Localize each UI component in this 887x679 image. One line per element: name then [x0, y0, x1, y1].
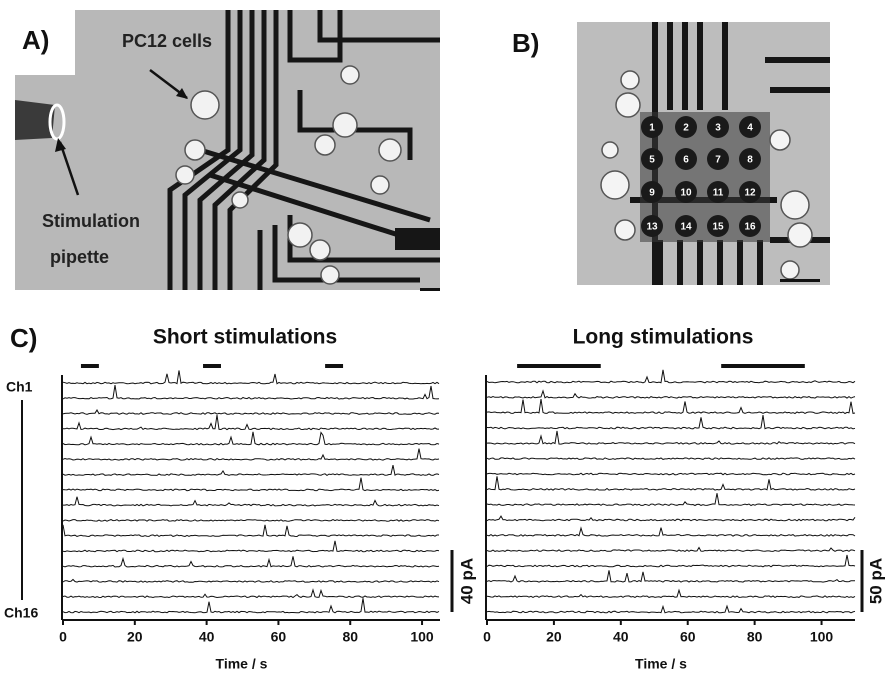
electrode: [739, 181, 761, 203]
x-tick-label: 100: [810, 629, 834, 645]
x-tick-label: 40: [613, 629, 629, 645]
electrode-label: 14: [680, 222, 692, 233]
electrode: [641, 215, 663, 237]
trace: [62, 370, 440, 385]
trace: [486, 476, 856, 491]
panel-label: C): [10, 323, 37, 353]
trace: [486, 472, 856, 476]
x-tick-label: 0: [483, 629, 491, 645]
x-tick-label: 100: [410, 629, 434, 645]
electrode: [675, 116, 697, 138]
panel-label: A): [22, 25, 49, 55]
trace: [62, 385, 440, 400]
electrode: [675, 215, 697, 237]
electrode-label: 4: [747, 123, 753, 134]
trace: [62, 524, 439, 538]
electrode: [739, 148, 761, 170]
trace: [62, 540, 440, 553]
annotation: Stimulation: [42, 211, 140, 231]
x-tick-label: 60: [271, 629, 287, 645]
trace: [486, 526, 856, 537]
x-axis-label: Time / s: [216, 656, 268, 672]
trace: [62, 519, 440, 522]
channel-label: Ch1: [6, 379, 33, 395]
trace: [62, 588, 440, 599]
electrode-label: 15: [712, 222, 724, 233]
trace: [486, 369, 856, 384]
electrode: [707, 215, 729, 237]
x-tick-label: 80: [342, 629, 358, 645]
annotation: pipette: [50, 247, 109, 267]
electrode-label: 16: [744, 222, 756, 233]
trace: [62, 598, 440, 614]
x-tick-label: 20: [127, 629, 143, 645]
electrode-label: 10: [680, 188, 692, 199]
trace: [486, 604, 856, 614]
x-tick-label: 80: [747, 629, 763, 645]
trace: [486, 389, 856, 399]
electrode-label: 13: [646, 222, 658, 233]
trace: [62, 409, 440, 415]
trace: [62, 578, 440, 583]
trace: [62, 431, 440, 446]
electrode-label: 2: [683, 123, 689, 134]
electrode-label: 5: [649, 155, 655, 166]
panel-label: B): [512, 28, 539, 58]
electrode: [675, 148, 697, 170]
channel-label: Ch16: [4, 605, 38, 621]
electrode-label: 9: [649, 188, 655, 199]
electrode: [739, 215, 761, 237]
trace: [486, 546, 856, 552]
x-tick-label: 0: [59, 629, 67, 645]
electrode: [641, 148, 663, 170]
electrode-label: 8: [747, 155, 753, 166]
trace: [486, 570, 856, 583]
trace: [486, 415, 856, 430]
trace: [486, 430, 856, 445]
electrode-label: 3: [715, 123, 721, 134]
electrode: [707, 148, 729, 170]
trace: [486, 515, 856, 522]
electrode: [739, 116, 761, 138]
scale-bar-label: 50 pA: [866, 558, 885, 604]
chart-title: Short stimulations: [153, 326, 337, 349]
trace: [486, 588, 856, 599]
electrode: [707, 181, 729, 203]
micrograph-a: [15, 10, 440, 291]
chart-title: Long stimulations: [573, 326, 754, 349]
electrode-label: 12: [744, 188, 756, 199]
trace: [62, 556, 440, 568]
trace: [63, 496, 440, 507]
trace: [486, 457, 856, 460]
trace: [486, 399, 856, 415]
trace: [62, 477, 440, 492]
trace: [486, 493, 856, 507]
trace: [62, 415, 439, 431]
electrode-label: 6: [683, 155, 689, 166]
x-tick-label: 20: [546, 629, 562, 645]
electrode-label: 1: [649, 123, 655, 134]
x-axis-label: Time / s: [635, 656, 687, 672]
trace: [62, 448, 440, 461]
electrode-label: 11: [713, 188, 724, 199]
trace: [62, 464, 440, 477]
electrode: [641, 116, 663, 138]
scale-bar-label: 40 pA: [457, 558, 476, 604]
x-tick-label: 60: [680, 629, 696, 645]
x-tick-label: 40: [199, 629, 215, 645]
trace: [486, 554, 856, 568]
electrode: [707, 116, 729, 138]
electrode: [675, 181, 697, 203]
electrode: [641, 181, 663, 203]
annotation: PC12 cells: [122, 31, 212, 51]
electrode-label: 7: [715, 155, 721, 166]
